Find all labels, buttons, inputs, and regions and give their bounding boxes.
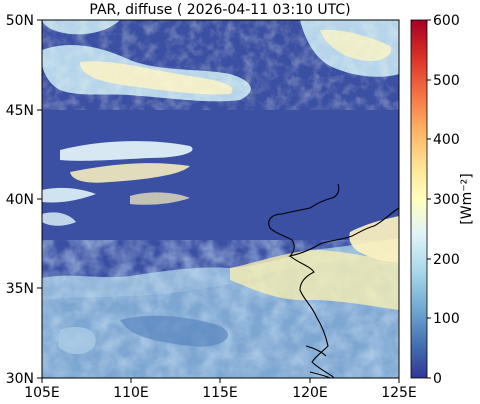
cloud-patch-east xyxy=(349,216,399,262)
colorbar-tick-label: 200 xyxy=(433,252,460,268)
colorbar-label: [Wm⁻²] xyxy=(459,173,475,224)
y-tick-label: 45N xyxy=(6,103,34,119)
colorbar-tick-label: 400 xyxy=(433,132,460,148)
x-tick-label: 120E xyxy=(292,385,328,401)
cloud-streaks-mid xyxy=(42,141,193,226)
cloud-field-south xyxy=(42,238,399,378)
colorbar-tick-label: 500 xyxy=(433,73,460,89)
x-tick-label: 115E xyxy=(202,385,238,401)
x-tick-label: 110E xyxy=(113,385,149,401)
colorbar-tick-label: 600 xyxy=(433,13,460,29)
y-tick-label: 30N xyxy=(6,371,34,387)
colorbar-gradient xyxy=(410,19,428,379)
colorbar-tick-label: 300 xyxy=(433,192,460,208)
coastline xyxy=(268,183,399,378)
y-tick-label: 40N xyxy=(6,192,34,208)
x-axis: 105E 110E 115E 120E 125E xyxy=(24,378,417,401)
y-tick-label: 35N xyxy=(6,281,34,297)
map-title: PAR, diffuse ( 2026-04-11 03:10 UTC) xyxy=(89,2,350,18)
map-panel xyxy=(42,20,399,378)
y-axis: 30N 35N 40N 45N 50N xyxy=(6,13,42,387)
x-tick-label: 125E xyxy=(381,385,417,401)
colorbar: 0 100 200 300 400 500 600 [Wm⁻²] xyxy=(410,13,475,387)
colorbar-tick-label: 0 xyxy=(433,371,442,387)
x-tick-label: 105E xyxy=(24,385,60,401)
cloud-field-north xyxy=(42,20,399,110)
y-tick-label: 50N xyxy=(6,13,34,29)
colorbar-tick-label: 100 xyxy=(433,311,460,327)
